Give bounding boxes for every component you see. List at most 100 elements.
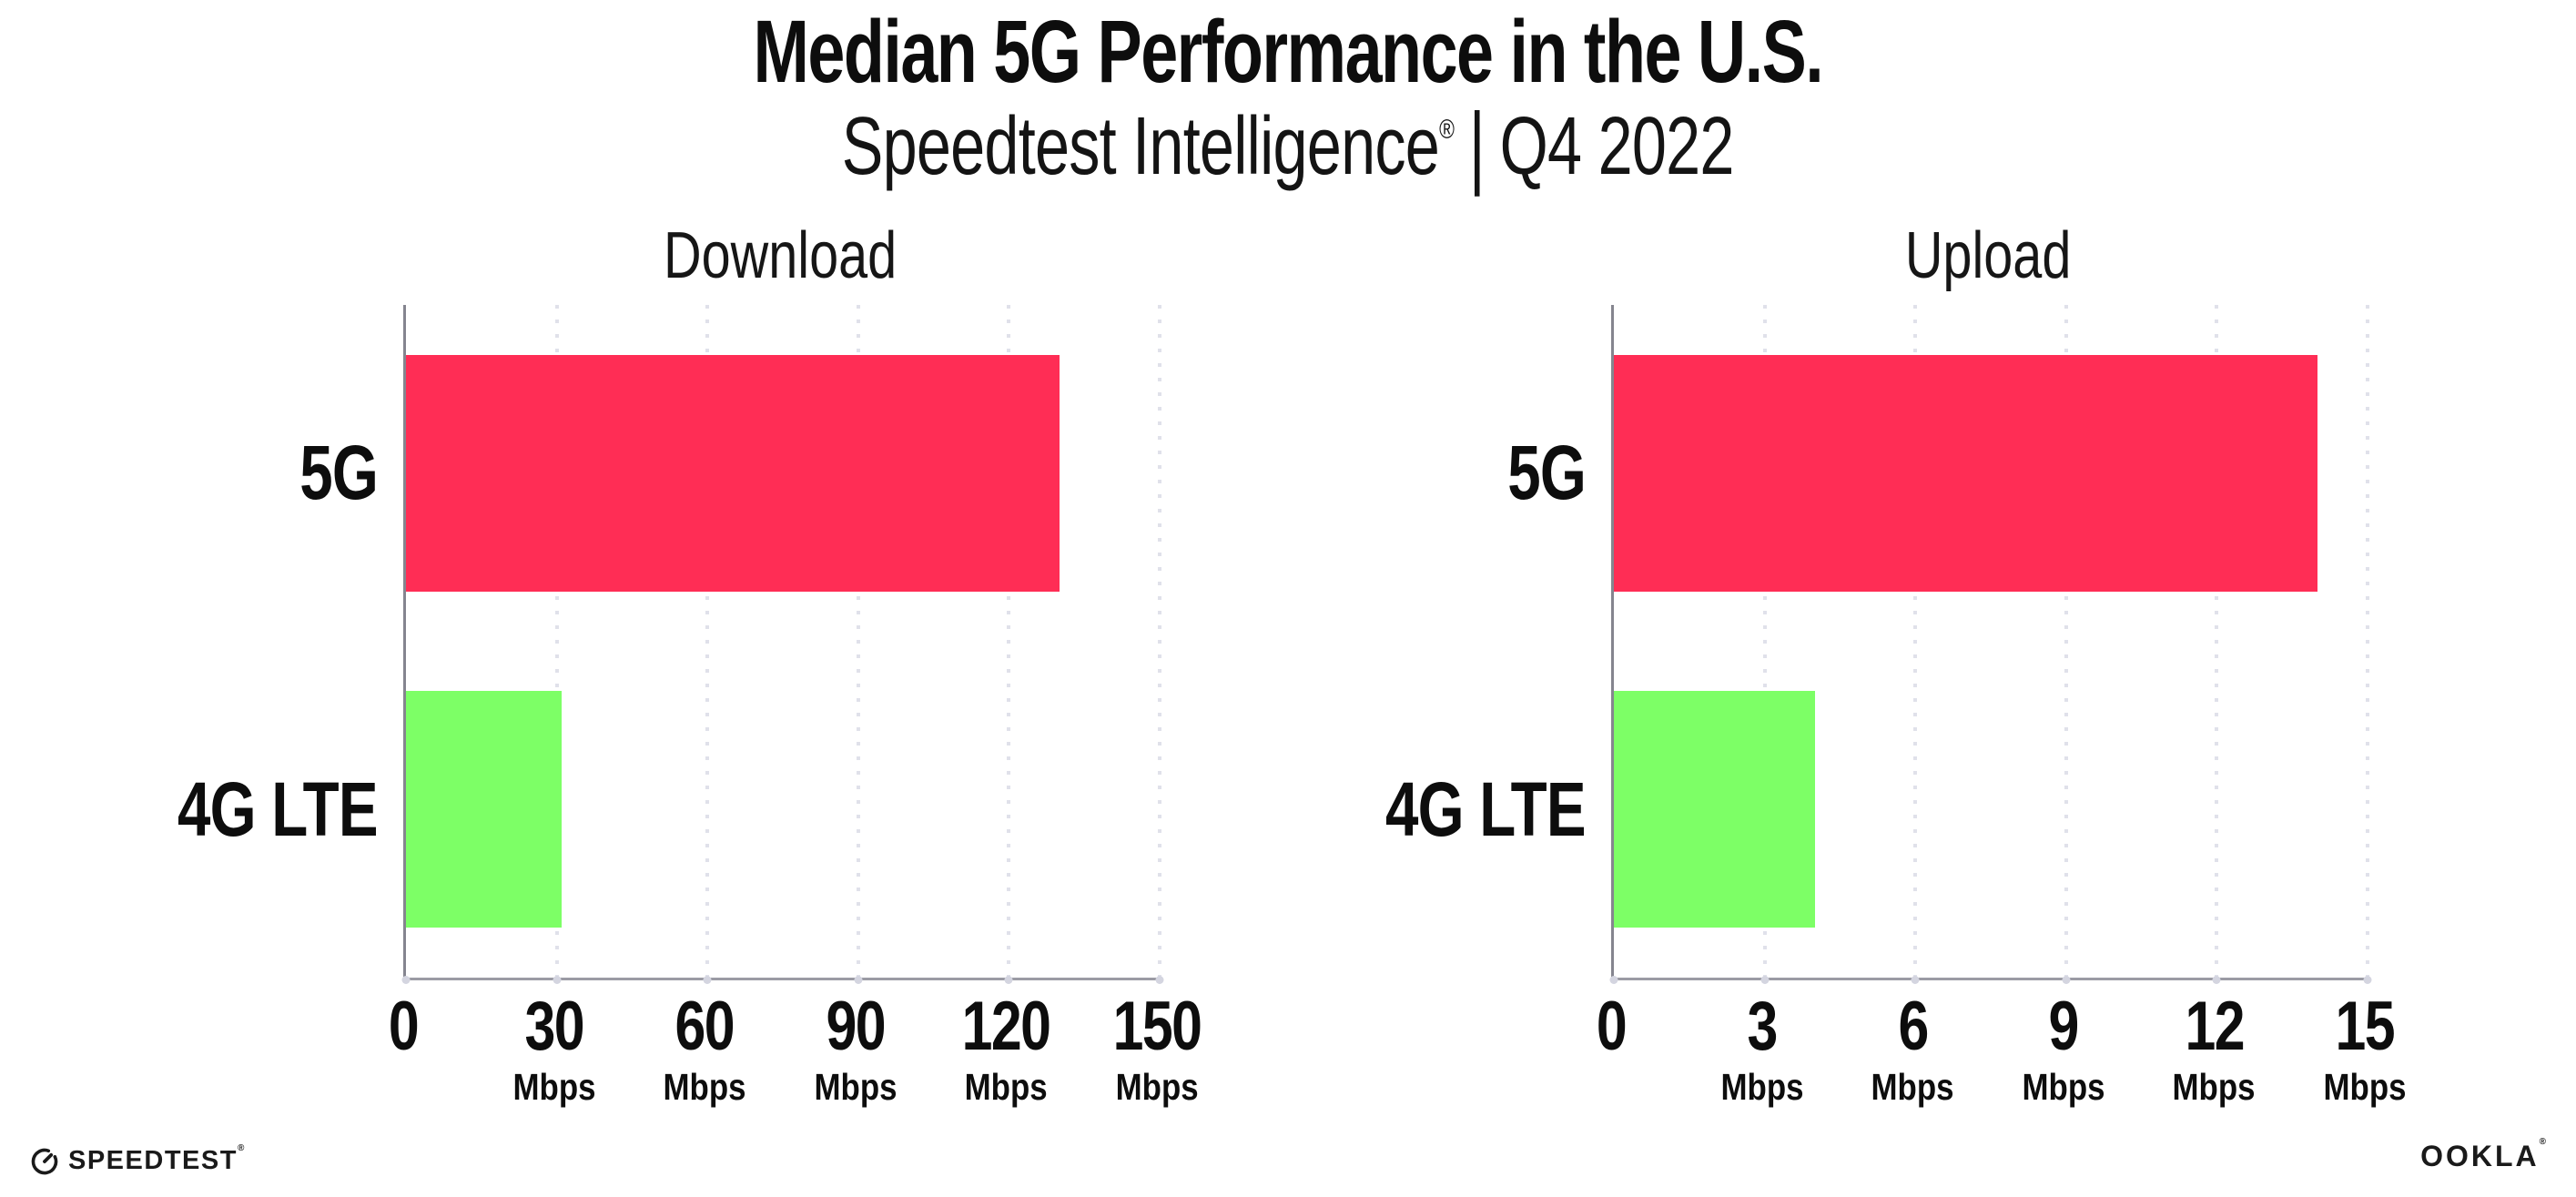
speedtest-gauge-icon	[31, 1148, 58, 1174]
x-tick-number: 0	[388, 988, 420, 1065]
x-tick: 6 Mbps	[1864, 992, 1962, 1106]
x-tick-number: 0	[1596, 988, 1628, 1065]
chart-title-upload-text: Upload	[1904, 219, 2072, 292]
ookla-wordmark: OOKLA	[2420, 1140, 2540, 1172]
x-tick-unit: Mbps	[2022, 1066, 2105, 1108]
x-tick-unit: Mbps	[1115, 1066, 1199, 1108]
axis-tick-dot	[2212, 976, 2221, 984]
axis-tick-dot	[1155, 976, 1164, 984]
figure-title-text: Median 5G Performance in the U.S.	[753, 2, 1824, 101]
x-tick-unit: Mbps	[964, 1066, 1048, 1108]
axis-tick-dot	[1609, 976, 1618, 984]
category-labels: 5G 4G LTE	[141, 305, 379, 979]
axis-tick-dot	[401, 976, 411, 984]
category-row: 5G	[141, 305, 379, 642]
x-tick: 30 Mbps	[505, 992, 603, 1106]
speedtest-registered-mark: ®	[237, 1143, 246, 1154]
chart-title-download: Download	[403, 223, 1157, 289]
subtitle-brand: Speedtest Intelligence	[842, 101, 1440, 192]
chart-upload: Upload 5G 4G LTE	[1349, 223, 2407, 1151]
x-tick: 12 Mbps	[2165, 992, 2263, 1106]
gridline	[2366, 305, 2369, 978]
x-tick: 15 Mbps	[2316, 992, 2413, 1106]
bar-row	[406, 642, 1160, 979]
axis-tick-dot	[1004, 976, 1013, 984]
x-tick: 60 Mbps	[656, 992, 754, 1106]
x-tick: 9 Mbps	[2014, 992, 2112, 1106]
category-label-4g-lte: 4G LTE	[1385, 766, 1587, 852]
x-tick-number: 120	[962, 988, 1051, 1065]
x-axis-ticks-upload: 0 3 Mbps 6 Mbps 9 Mbps 12 Mbps 15 Mbps	[1597, 992, 2407, 1147]
category-label-5g: 5G	[299, 430, 379, 516]
x-tick-number: 30	[524, 988, 584, 1065]
category-row: 4G LTE	[1349, 642, 1587, 979]
chart-title-upload: Upload	[1611, 223, 2365, 289]
x-tick: 90 Mbps	[806, 992, 904, 1106]
gridline	[554, 305, 559, 978]
x-tick: 0	[1593, 992, 1629, 1106]
subtitle-separator: |	[1469, 95, 1486, 198]
speedtest-wordmark-text: SPEEDTEST	[68, 1146, 238, 1175]
bar-5g-download	[406, 354, 1060, 592]
x-tick-number: 12	[2185, 988, 2245, 1065]
x-tick: 120 Mbps	[951, 992, 1061, 1106]
axis-tick-dot	[854, 976, 863, 984]
gridline	[1158, 305, 1161, 978]
axis-tick-dot	[553, 976, 562, 984]
x-tick-unit: Mbps	[663, 1066, 746, 1108]
x-axis-ticks-download: 0 30 Mbps 60 Mbps 90 Mbps 120 Mbps 150 M…	[389, 992, 1202, 1147]
x-tick: 0	[385, 992, 421, 1106]
x-tick-number: 6	[1898, 988, 1929, 1065]
ookla-registered-mark: ®	[2539, 1137, 2546, 1148]
x-tick-unit: Mbps	[814, 1066, 898, 1108]
x-tick-unit: Mbps	[1720, 1066, 1804, 1108]
axis-tick-dot	[2363, 976, 2372, 984]
gridline	[1913, 305, 1918, 978]
bar-5g-upload	[1614, 354, 2317, 592]
gridline	[856, 305, 860, 978]
plot-area-download	[401, 305, 1164, 984]
gridline	[705, 305, 710, 978]
bar-rows	[1614, 305, 2368, 978]
x-tick-number: 15	[2335, 988, 2396, 1065]
x-tick-number: 60	[674, 988, 735, 1065]
figure-subtitle-text: Speedtest Intelligence® | Q4 2022	[842, 96, 1735, 198]
plot-area-upload	[1609, 305, 2372, 984]
bar-4g-lte-upload	[1614, 691, 1815, 928]
figure-title: Median 5G Performance in the U.S.	[0, 7, 2576, 96]
gridline	[1007, 305, 1011, 978]
x-tick-number: 150	[1112, 988, 1202, 1065]
gridline	[2064, 305, 2068, 978]
bar-row	[406, 305, 1160, 642]
category-row: 5G	[1349, 305, 1587, 642]
bar-4g-lte-download	[406, 691, 563, 928]
x-tick: 3 Mbps	[1713, 992, 1810, 1106]
axis-tick-dot	[703, 976, 712, 984]
bar-rows	[406, 305, 1160, 978]
chart-title-download-text: Download	[663, 219, 898, 292]
x-tick-number: 90	[826, 988, 887, 1065]
category-row: 4G LTE	[141, 642, 379, 979]
category-label-4g-lte: 4G LTE	[177, 766, 379, 852]
axis-tick-dot	[1911, 976, 1920, 984]
chart-download: Download 5G 4G LTE	[141, 223, 1202, 1151]
speedtest-wordmark: SPEEDTEST®	[68, 1143, 246, 1176]
x-tick-unit: Mbps	[2172, 1066, 2256, 1108]
x-tick-number: 9	[2048, 988, 2080, 1065]
figure-subtitle: Speedtest Intelligence® | Q4 2022	[0, 96, 2576, 198]
axis-tick-dot	[1760, 976, 1770, 984]
x-tick-unit: Mbps	[2323, 1066, 2407, 1108]
x-tick-unit: Mbps	[512, 1066, 596, 1108]
registered-mark: ®	[1439, 115, 1455, 145]
subtitle-period: Q4 2022	[1499, 101, 1735, 192]
x-tick: 150 Mbps	[1102, 992, 1212, 1106]
speedtest-logo: SPEEDTEST®	[30, 1143, 246, 1176]
x-tick-number: 3	[1747, 988, 1778, 1065]
bar-row	[1614, 305, 2368, 642]
axis-tick-dot	[2062, 976, 2071, 984]
gridline	[2215, 305, 2219, 978]
gridline	[1762, 305, 1767, 978]
x-tick-unit: Mbps	[1871, 1066, 1954, 1108]
category-labels: 5G 4G LTE	[1349, 305, 1587, 979]
